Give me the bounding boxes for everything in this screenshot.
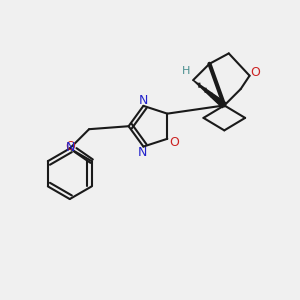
Text: O: O: [169, 136, 179, 149]
Text: O: O: [65, 140, 75, 153]
Text: N: N: [138, 146, 148, 159]
Polygon shape: [193, 80, 226, 108]
Text: N: N: [139, 94, 148, 107]
Text: O: O: [250, 66, 260, 79]
Text: N: N: [66, 141, 75, 154]
Text: H: H: [182, 66, 190, 76]
